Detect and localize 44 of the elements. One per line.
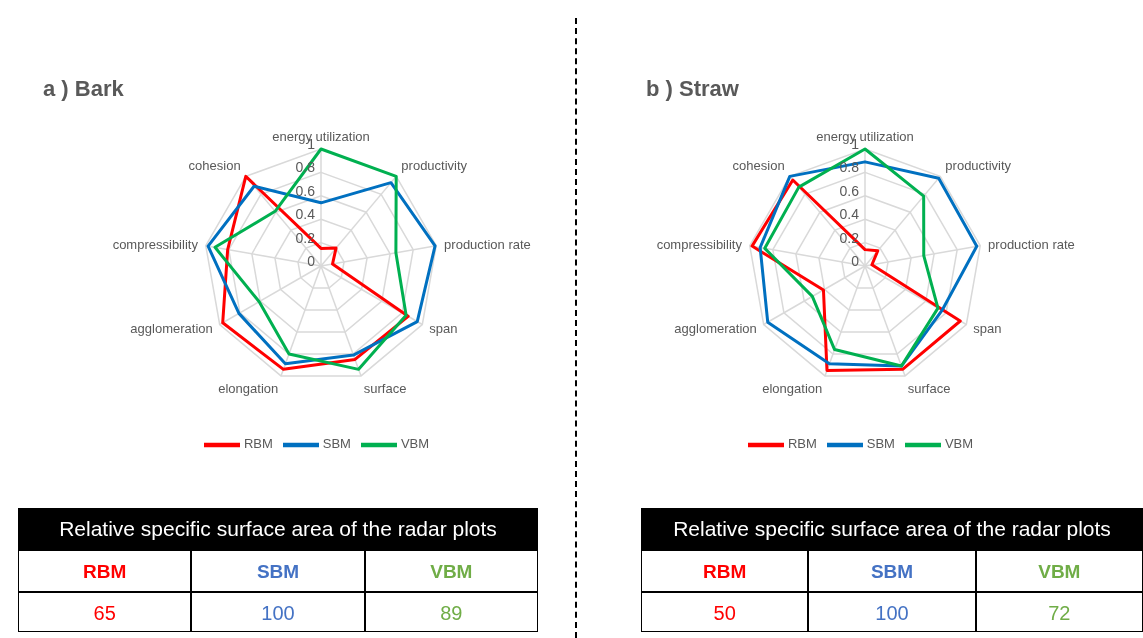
spoke-label: cohesion bbox=[188, 158, 241, 174]
y-tick-label: 0 bbox=[307, 253, 316, 269]
spoke-label: productivity bbox=[945, 158, 1012, 174]
category-label: VBM bbox=[975, 550, 1143, 592]
y-tick-label: 0.6 bbox=[295, 182, 316, 199]
spoke-label: cohesion bbox=[732, 158, 785, 174]
legend-label: SBM bbox=[322, 436, 351, 452]
legend-label: RBM bbox=[787, 436, 817, 452]
data-label: 50 bbox=[713, 602, 736, 624]
spoke-label: span bbox=[429, 321, 458, 337]
legend-label: VBM bbox=[944, 436, 974, 452]
spoke-label: productivity bbox=[401, 158, 468, 174]
text: Relative specific surface area of the radar plots bbox=[641, 508, 1143, 550]
y-tick-label: 0.4 bbox=[295, 206, 316, 223]
legend-label: VBM bbox=[400, 436, 430, 452]
data-label: 100 bbox=[875, 602, 909, 624]
spoke-label: production rate bbox=[444, 236, 531, 252]
spoke-label: span bbox=[973, 321, 1002, 337]
spoke-label: agglomeration bbox=[674, 321, 757, 337]
spoke-label: elongation bbox=[762, 380, 823, 396]
legend-label: SBM bbox=[866, 436, 895, 452]
data-label: 65 bbox=[93, 602, 116, 624]
category-label: RBM bbox=[18, 550, 192, 592]
text: Relative specific surface area of the radar plots bbox=[18, 508, 538, 550]
data-label: 72 bbox=[1048, 602, 1071, 624]
spoke-label: elongation bbox=[218, 380, 279, 396]
y-tick-label: 0.6 bbox=[839, 182, 860, 199]
y-tick-label: 0.4 bbox=[839, 206, 860, 223]
data-label: 89 bbox=[440, 602, 463, 624]
chart-title: a ) Bark bbox=[43, 76, 124, 102]
category-label: SBM bbox=[808, 550, 976, 592]
y-tick-label: 0 bbox=[851, 253, 860, 269]
category-label: RBM bbox=[641, 550, 809, 592]
spoke-label: compressibility bbox=[656, 236, 743, 252]
spoke-label: surface bbox=[363, 380, 407, 396]
data-label: 100 bbox=[261, 602, 295, 624]
spoke-label: compressibility bbox=[112, 236, 199, 252]
category-label: VBM bbox=[364, 550, 538, 592]
category-label: SBM bbox=[191, 550, 365, 592]
spoke-label: production rate bbox=[988, 236, 1075, 252]
spoke-label: agglomeration bbox=[130, 321, 213, 337]
legend-label: RBM bbox=[243, 436, 273, 452]
chart-title: b ) Straw bbox=[646, 76, 739, 102]
spoke-label: surface bbox=[907, 380, 951, 396]
